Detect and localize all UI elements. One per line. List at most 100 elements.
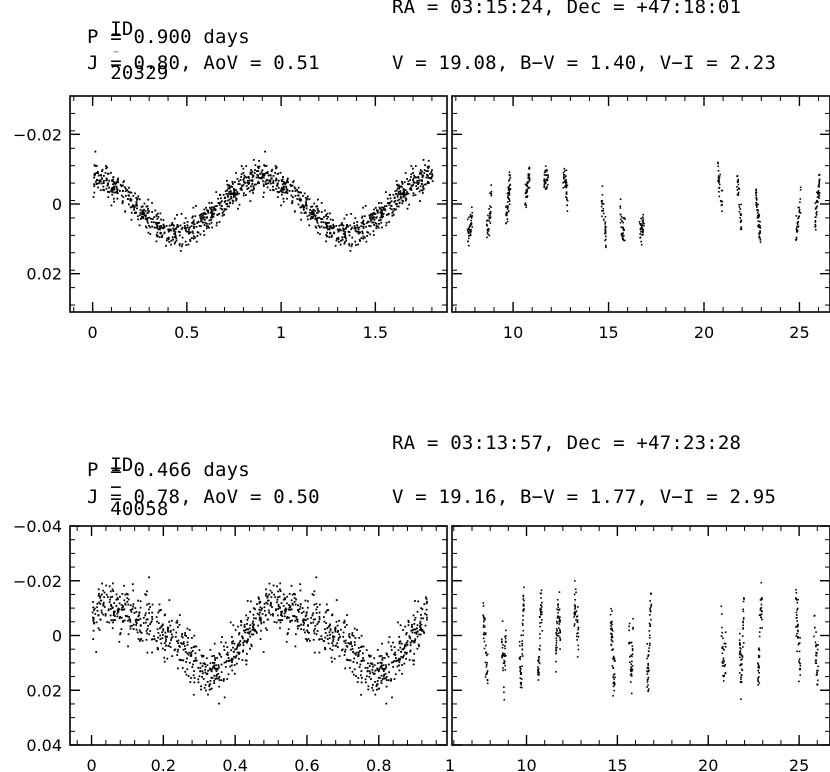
phased-point — [317, 621, 320, 624]
phased-point — [301, 205, 304, 207]
phased-point — [115, 605, 118, 607]
phased-point — [216, 673, 218, 676]
phased-point — [112, 610, 115, 613]
phased-point — [205, 216, 208, 219]
phased-point — [242, 179, 245, 181]
phased-point — [374, 213, 377, 215]
phased-point — [190, 654, 193, 657]
time-point — [577, 606, 579, 608]
phased-point — [186, 627, 189, 630]
time-point — [558, 608, 561, 611]
time-point — [761, 627, 763, 629]
phased-point — [297, 191, 300, 193]
time-point — [555, 632, 557, 634]
phased-point — [291, 184, 294, 187]
phased-point — [341, 236, 344, 239]
phased-point — [296, 189, 298, 191]
time-point — [519, 670, 522, 673]
phased-point — [286, 177, 289, 180]
phased-point — [303, 192, 306, 195]
phased-point — [157, 622, 160, 624]
phased-point — [392, 213, 395, 216]
phased-point — [275, 166, 278, 169]
phased-point — [162, 628, 165, 630]
phased-point — [306, 215, 309, 218]
phased-point — [263, 185, 265, 187]
phased-point — [158, 603, 161, 606]
time-point — [507, 196, 509, 199]
time-point — [544, 171, 547, 173]
phased-point — [364, 236, 366, 239]
phased-point — [151, 611, 154, 614]
phased-point — [263, 174, 266, 177]
time-point — [724, 642, 727, 645]
phased-point — [145, 214, 147, 217]
phased-point — [297, 604, 299, 607]
time-point — [558, 627, 560, 629]
phased-point — [286, 181, 289, 183]
phased-point — [279, 590, 282, 592]
phased-point — [395, 657, 397, 659]
time-point — [486, 679, 489, 682]
phased-point — [324, 221, 327, 224]
time-point — [743, 642, 745, 644]
phased-point — [400, 642, 403, 645]
phased-point — [265, 165, 268, 167]
phased-point — [252, 185, 255, 188]
phased-point — [272, 613, 274, 615]
phased-point — [277, 605, 280, 608]
phased-point — [378, 677, 381, 679]
time-point — [758, 614, 761, 617]
phased-point — [268, 593, 271, 596]
phased-point — [361, 677, 363, 679]
time-point — [505, 654, 507, 657]
phased-point — [193, 226, 195, 228]
phased-point — [290, 584, 293, 587]
phased-point — [275, 608, 277, 611]
phased-point — [325, 622, 327, 624]
phased-point — [106, 190, 109, 193]
phased-point — [412, 663, 415, 666]
time-point — [798, 650, 801, 653]
time-point — [471, 212, 474, 214]
phased-point — [102, 601, 105, 604]
phased-point — [226, 651, 229, 654]
phased-point — [126, 615, 129, 618]
time-point — [612, 657, 614, 660]
time-point — [519, 686, 522, 689]
phased-point — [346, 224, 348, 227]
phased-point — [412, 659, 414, 662]
phased-point — [413, 623, 416, 625]
time-point — [647, 654, 650, 656]
phased-point — [329, 225, 332, 227]
phased-point — [250, 179, 253, 182]
phased-point — [403, 189, 405, 192]
time-point — [720, 204, 723, 207]
time-point — [741, 668, 743, 671]
phased-point — [146, 618, 149, 621]
time-point — [557, 632, 560, 634]
phased-point — [423, 632, 425, 634]
phased-point — [92, 616, 94, 619]
phased-point — [398, 184, 400, 187]
phased-point — [348, 635, 350, 638]
phased-point — [380, 674, 383, 677]
phased-point — [410, 629, 413, 632]
time-point — [539, 608, 541, 611]
phased-point — [246, 181, 249, 184]
phased-point — [233, 672, 236, 675]
phased-point — [147, 209, 150, 212]
time-point — [520, 668, 522, 670]
time-point — [537, 666, 539, 668]
y-tick-label: 0 — [52, 195, 62, 214]
time-point — [817, 190, 820, 192]
phased-point — [404, 651, 406, 654]
phased-point — [263, 172, 266, 175]
phased-point — [237, 207, 239, 210]
time-point — [718, 195, 721, 198]
time-point — [555, 639, 558, 642]
phased-point — [155, 226, 158, 229]
time-x-tick-label: 20 — [694, 323, 714, 342]
phased-point — [318, 611, 321, 614]
phased-point — [159, 627, 161, 630]
